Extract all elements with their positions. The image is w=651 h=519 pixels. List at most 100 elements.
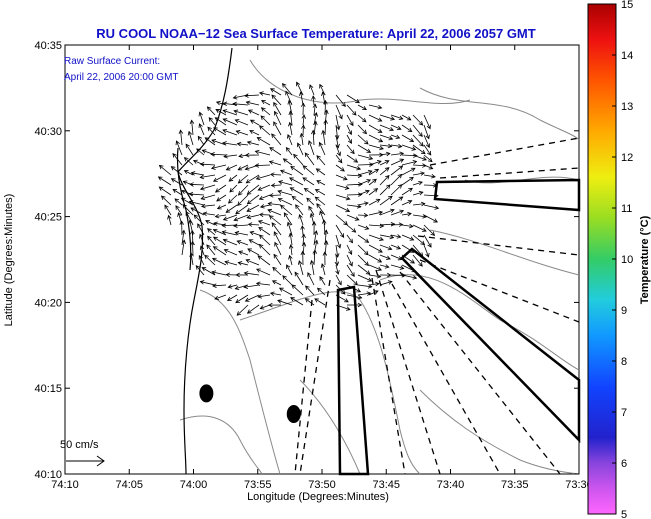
current-vector [213,127,227,136]
current-vector-head [390,116,396,121]
current-vector [309,84,315,96]
current-vector-head [288,254,293,260]
current-vector [238,251,249,256]
current-vector [335,104,343,119]
current-vector [260,115,271,126]
current-vector [295,204,304,216]
current-vector [197,136,205,146]
current-vector-head [412,275,418,280]
current-vector-head [301,114,307,119]
current-vector-head [258,243,264,249]
current-vector-head [356,166,362,171]
current-vector [191,172,205,176]
current-vector [273,102,282,116]
current-vector [357,124,367,134]
colorbar-tick-label: 12 [621,152,633,164]
annotation-line-1: Raw Surface Current: [64,56,160,67]
current-vector-head [207,235,212,241]
colorbar-tick-label: 10 [621,254,633,266]
current-vector [401,187,413,196]
current-vector-head [269,172,275,177]
current-vector-head [366,179,372,184]
current-vector [346,214,359,221]
current-vector-head [210,152,215,157]
current-vector [274,111,282,126]
scale-arrow [66,455,105,467]
current-vector [224,249,238,256]
current-vector-head [223,248,229,254]
current-vector [302,177,315,186]
current-vector-head [395,134,401,140]
current-vector-head [357,294,363,300]
current-vector [368,144,384,150]
current-vector-head [201,267,207,272]
current-vector [172,153,183,166]
colorbar-tick-label: 8 [621,356,627,368]
current-vector [247,194,260,205]
current-vector-head [181,239,187,245]
current-vector-head [235,130,241,135]
current-vector-head [431,174,436,179]
current-vector [308,206,315,216]
x-tick-label: 73:40 [437,479,465,491]
current-vector-head [188,191,194,197]
current-vector [238,184,249,196]
current-vector-head [364,250,369,256]
current-vector-head [418,121,424,126]
current-vector [390,114,403,120]
y-tick-label: 40:30 [34,126,62,138]
current-vector [379,209,395,216]
current-vector [217,204,227,210]
current-vector-head [246,214,252,220]
current-vector-head [185,210,190,216]
colorbar-tick-label: 13 [621,101,633,113]
current-vector-head [338,158,343,164]
current-vector [259,244,271,256]
station-marker [286,404,301,423]
current-vector [346,274,358,286]
current-vector [316,168,326,176]
current-vector [255,150,271,156]
current-vector [412,214,427,218]
current-vector [213,246,227,256]
current-vector [423,144,432,156]
current-vector [423,124,430,139]
bathymetry-contour [249,59,471,105]
current-vector [401,114,411,121]
current-vector-head [300,225,305,230]
current-vector-head [379,145,384,151]
current-vector [313,104,316,116]
current-vector-head [302,165,308,170]
annotation-line-2: April 22, 2006 20:00 GMT [64,72,179,83]
current-vector [423,234,432,248]
current-vector-head [215,100,221,106]
current-vector [261,100,271,106]
current-vector-head [388,135,394,141]
current-vector [346,154,358,163]
current-vector [278,181,293,186]
current-vector-head [227,284,233,289]
current-vector-head [374,168,380,173]
current-vector-head [222,109,228,114]
current-vector [171,178,183,186]
current-vector-head [353,158,359,163]
current-vector-head [336,243,342,249]
current-vector [335,154,343,163]
colorbar-tick-label: 11 [621,203,632,215]
current-vector [195,265,205,276]
current-vector-head [221,230,227,235]
current-vector-head [215,108,221,113]
current-vector-head [413,153,418,158]
current-vector [235,294,249,303]
current-vector-head [396,125,402,131]
current-vector-head [257,294,263,299]
current-vector-head [179,220,184,225]
current-vector-head [236,311,242,316]
current-vector-head [182,204,187,209]
current-vector-head [316,287,322,293]
current-vector-head [208,117,214,122]
current-vector-head [390,221,396,227]
current-vector [248,109,260,116]
current-vector-head [345,195,351,201]
current-vector [335,214,348,226]
